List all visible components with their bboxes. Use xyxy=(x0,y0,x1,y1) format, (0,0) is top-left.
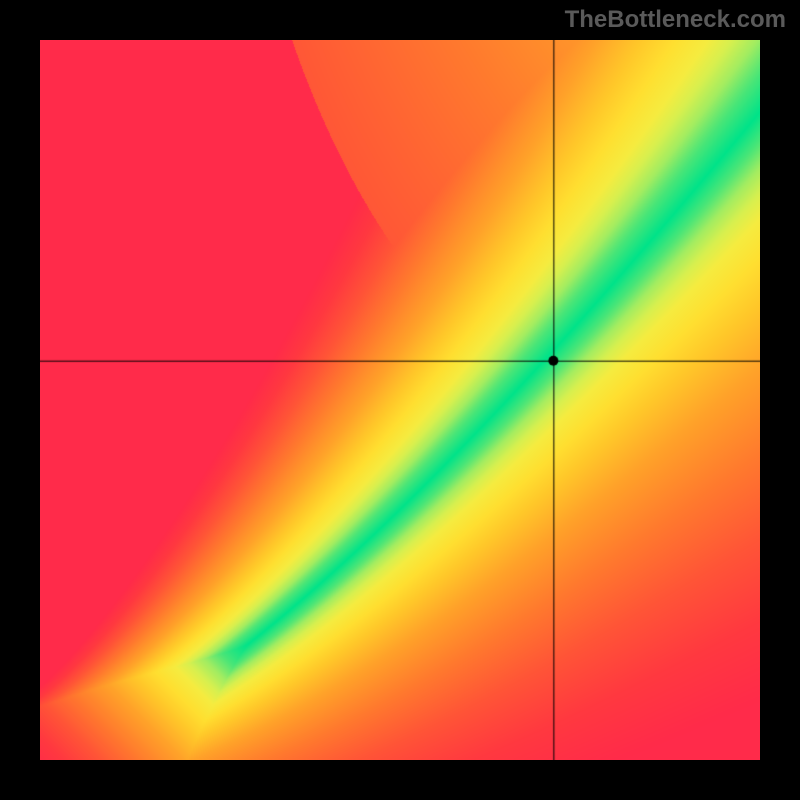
heatmap-canvas xyxy=(40,40,760,760)
bottleneck-heatmap xyxy=(40,40,760,760)
attribution-text: TheBottleneck.com xyxy=(565,6,786,34)
